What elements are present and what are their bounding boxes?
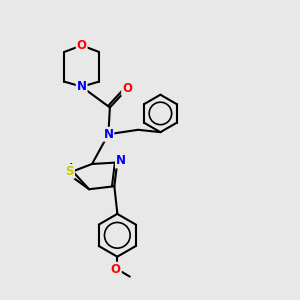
Text: S: S bbox=[65, 165, 74, 178]
Text: N: N bbox=[76, 80, 87, 93]
Text: O: O bbox=[111, 263, 121, 276]
Text: O: O bbox=[122, 82, 132, 95]
Text: N: N bbox=[116, 154, 126, 167]
Text: O: O bbox=[76, 39, 87, 52]
Text: N: N bbox=[103, 128, 113, 141]
